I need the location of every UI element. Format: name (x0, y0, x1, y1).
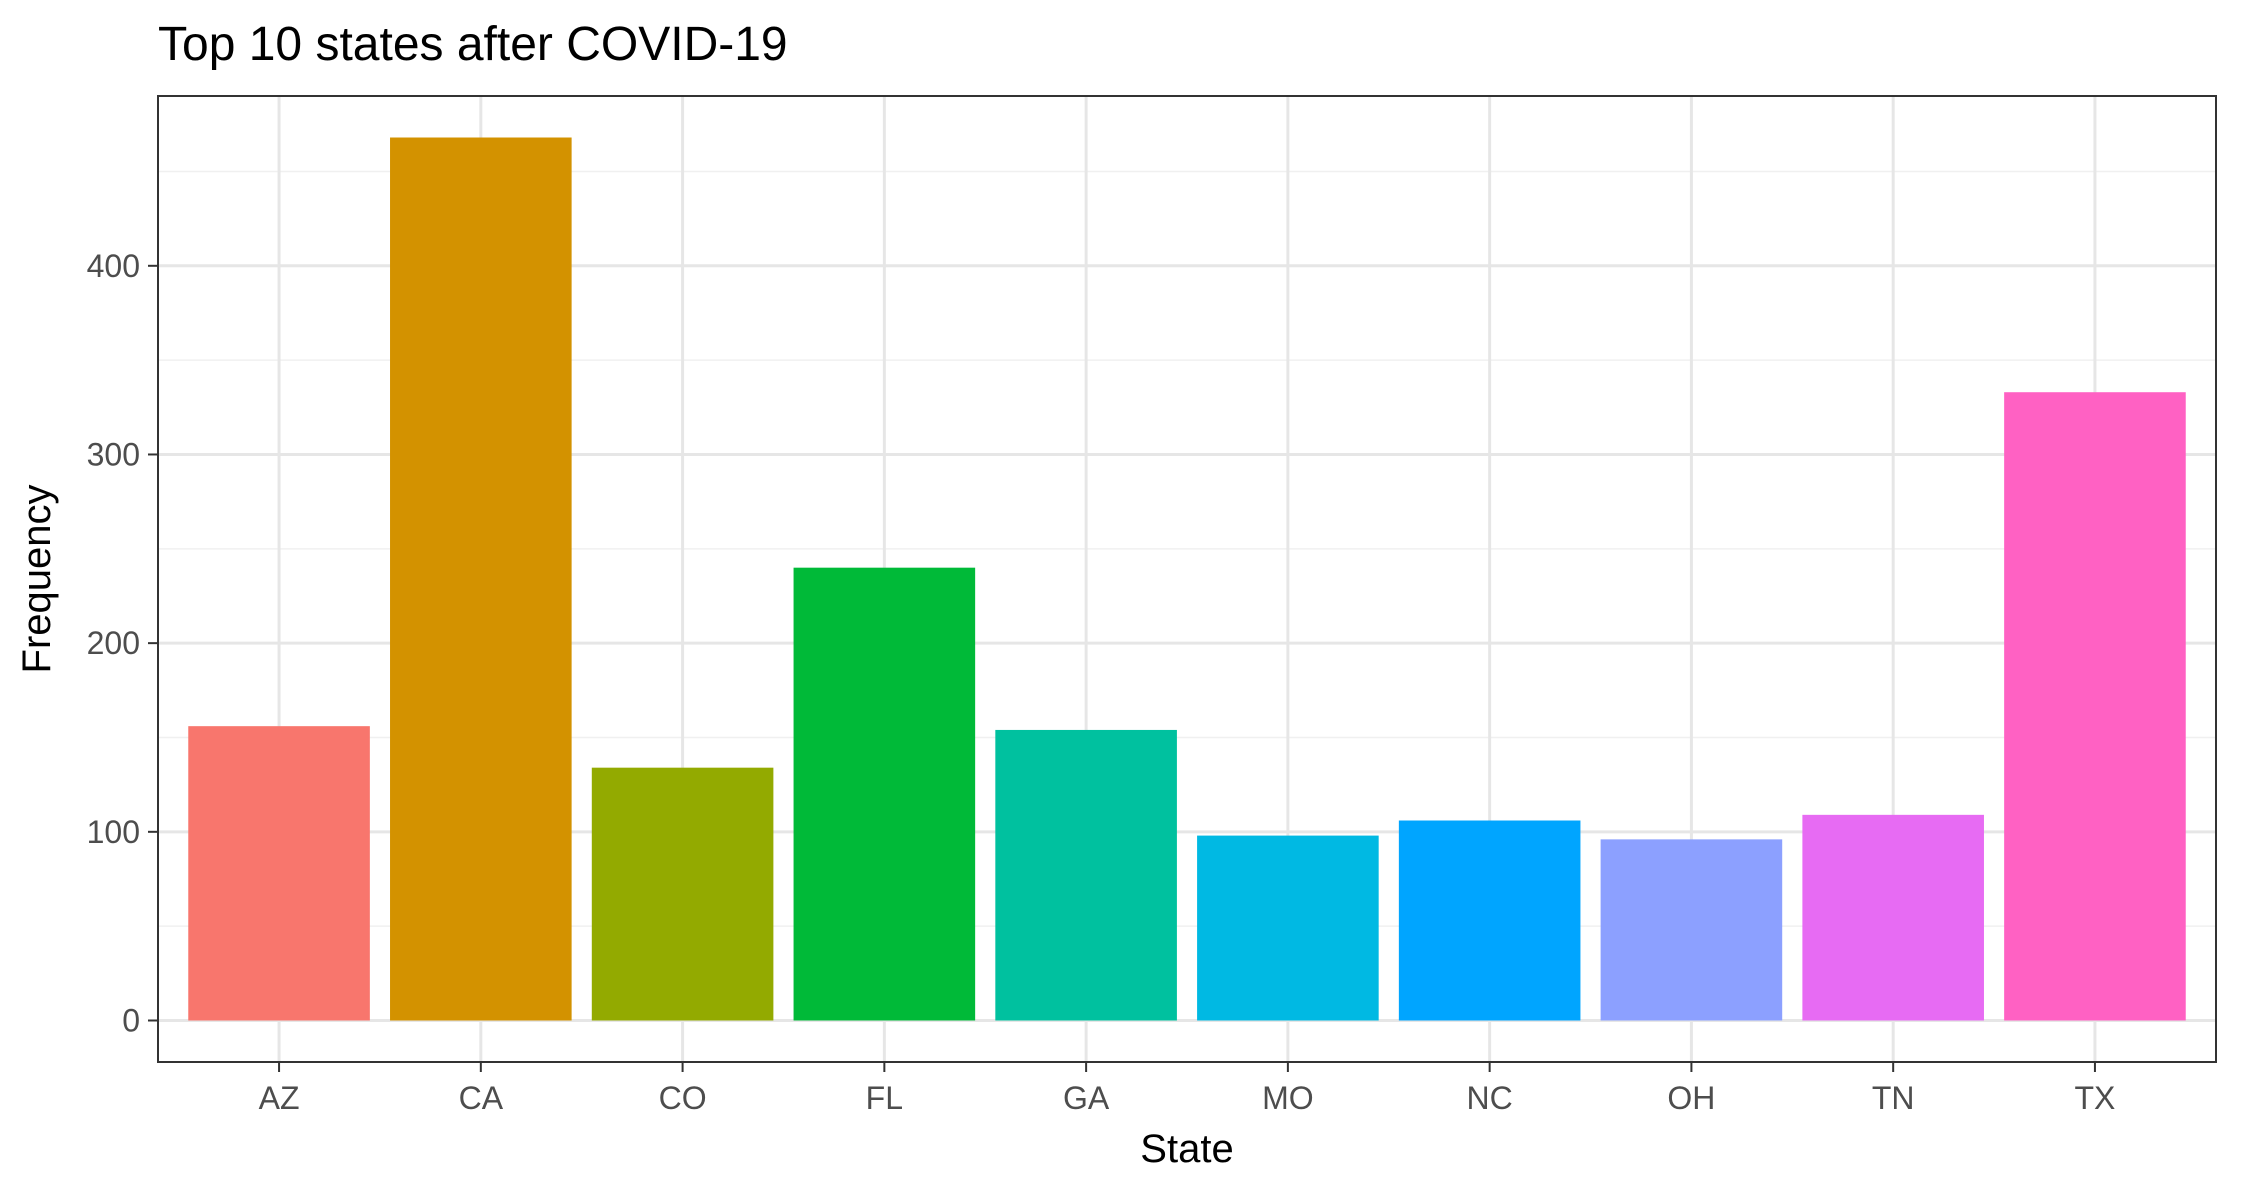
bar-ga (995, 729, 1177, 1021)
x-tick-label: OH (1667, 1080, 1715, 1116)
x-tick-label: TX (2074, 1080, 2115, 1116)
y-tick-label: 300 (87, 436, 140, 472)
bar-ca (390, 137, 572, 1021)
bar-az (188, 726, 370, 1021)
bar-tn (1802, 814, 1984, 1021)
x-axis-title: State (1140, 1127, 1233, 1171)
x-tick-label: MO (1262, 1080, 1314, 1116)
x-tick-label: GA (1063, 1080, 1110, 1116)
bar-nc (1398, 820, 1581, 1021)
bar-mo (1197, 835, 1379, 1021)
x-tick-label: NC (1467, 1080, 1513, 1116)
x-tick-label: FL (866, 1080, 903, 1116)
y-tick-label: 0 (122, 1002, 140, 1038)
x-tick-label: TN (1872, 1080, 1915, 1116)
bars (188, 137, 2186, 1021)
panel-border (157, 95, 2217, 1063)
y-axis: 0 100 200 300 400 (87, 248, 158, 1038)
chart-title: Top 10 states after COVID-19 (158, 18, 788, 71)
y-tick-label: 100 (87, 814, 140, 850)
x-axis: AZ CA CO FL GA MO NC OH TN TX (259, 1062, 2115, 1116)
bar-fl (793, 567, 976, 1021)
bar-oh (1600, 839, 1783, 1021)
x-tick-label: CA (459, 1080, 504, 1116)
y-tick-label: 400 (87, 248, 140, 284)
bar-tx (2004, 392, 2186, 1021)
y-axis-title: Frequency (15, 485, 59, 674)
bar-co (591, 767, 774, 1021)
x-tick-label: AZ (259, 1080, 300, 1116)
x-tick-label: CO (659, 1080, 707, 1116)
y-tick-label: 200 (87, 625, 140, 661)
